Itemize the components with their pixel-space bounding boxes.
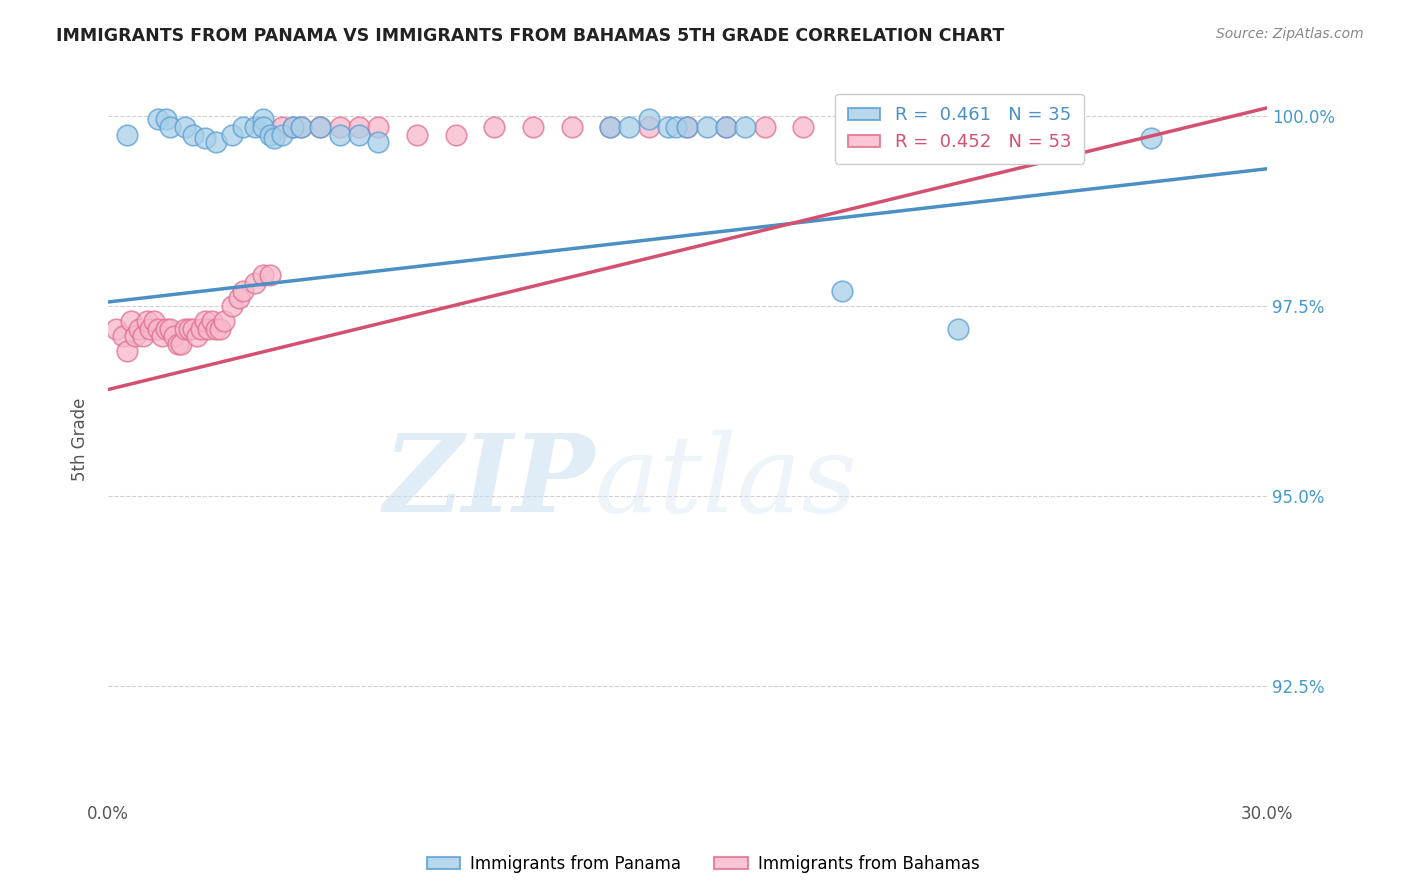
Point bbox=[696, 120, 718, 134]
Point bbox=[676, 120, 699, 134]
Point bbox=[444, 128, 467, 142]
Point bbox=[243, 120, 266, 134]
Point bbox=[263, 131, 285, 145]
Point bbox=[139, 321, 162, 335]
Text: IMMIGRANTS FROM PANAMA VS IMMIGRANTS FROM BAHAMAS 5TH GRADE CORRELATION CHART: IMMIGRANTS FROM PANAMA VS IMMIGRANTS FRO… bbox=[56, 27, 1004, 45]
Point bbox=[657, 120, 679, 134]
Point bbox=[150, 329, 173, 343]
Point bbox=[163, 329, 186, 343]
Point bbox=[228, 291, 250, 305]
Point bbox=[221, 128, 243, 142]
Point bbox=[205, 321, 228, 335]
Point bbox=[329, 128, 352, 142]
Point bbox=[1140, 131, 1163, 145]
Point bbox=[201, 314, 224, 328]
Point bbox=[619, 120, 641, 134]
Text: Source: ZipAtlas.com: Source: ZipAtlas.com bbox=[1216, 27, 1364, 41]
Point bbox=[252, 120, 274, 134]
Point bbox=[637, 112, 659, 127]
Point bbox=[367, 135, 389, 149]
Point bbox=[221, 299, 243, 313]
Point bbox=[132, 329, 155, 343]
Point bbox=[714, 120, 737, 134]
Point bbox=[252, 112, 274, 127]
Point bbox=[309, 120, 332, 134]
Point bbox=[283, 120, 305, 134]
Point bbox=[112, 329, 135, 343]
Point bbox=[104, 321, 127, 335]
Point bbox=[232, 284, 254, 298]
Point bbox=[665, 120, 688, 134]
Point bbox=[166, 337, 188, 351]
Point bbox=[754, 120, 776, 134]
Point bbox=[599, 120, 621, 134]
Point bbox=[155, 321, 177, 335]
Point bbox=[232, 120, 254, 134]
Point bbox=[347, 120, 370, 134]
Point bbox=[259, 268, 281, 283]
Point bbox=[367, 120, 389, 134]
Text: ZIP: ZIP bbox=[384, 429, 595, 535]
Point bbox=[193, 131, 215, 145]
Point bbox=[179, 321, 201, 335]
Point bbox=[148, 112, 170, 127]
Point bbox=[329, 120, 352, 134]
Y-axis label: 5th Grade: 5th Grade bbox=[72, 397, 89, 481]
Point bbox=[170, 337, 193, 351]
Point bbox=[290, 120, 312, 134]
Point bbox=[205, 135, 228, 149]
Point bbox=[208, 321, 231, 335]
Point bbox=[522, 120, 544, 134]
Point bbox=[181, 128, 204, 142]
Point bbox=[792, 120, 814, 134]
Point bbox=[676, 120, 699, 134]
Point bbox=[124, 329, 146, 343]
Point bbox=[135, 314, 157, 328]
Point bbox=[197, 321, 219, 335]
Point bbox=[637, 120, 659, 134]
Point bbox=[946, 321, 969, 335]
Point bbox=[174, 321, 197, 335]
Point bbox=[946, 120, 969, 134]
Point bbox=[252, 268, 274, 283]
Point bbox=[148, 321, 170, 335]
Point bbox=[159, 321, 181, 335]
Point bbox=[193, 314, 215, 328]
Point bbox=[270, 120, 292, 134]
Point bbox=[714, 120, 737, 134]
Point bbox=[270, 128, 292, 142]
Point bbox=[484, 120, 506, 134]
Point bbox=[831, 284, 853, 298]
Point bbox=[155, 112, 177, 127]
Text: atlas: atlas bbox=[595, 430, 858, 535]
Legend: Immigrants from Panama, Immigrants from Bahamas: Immigrants from Panama, Immigrants from … bbox=[420, 848, 986, 880]
Point bbox=[212, 314, 235, 328]
Point bbox=[117, 344, 139, 359]
Legend: R =  0.461   N = 35, R =  0.452   N = 53: R = 0.461 N = 35, R = 0.452 N = 53 bbox=[835, 94, 1084, 164]
Point bbox=[190, 321, 212, 335]
Point bbox=[143, 314, 166, 328]
Point bbox=[117, 128, 139, 142]
Point bbox=[309, 120, 332, 134]
Point bbox=[347, 128, 370, 142]
Point bbox=[406, 128, 429, 142]
Point bbox=[174, 120, 197, 134]
Point bbox=[599, 120, 621, 134]
Point bbox=[259, 128, 281, 142]
Point bbox=[120, 314, 142, 328]
Point bbox=[283, 120, 305, 134]
Point bbox=[186, 329, 208, 343]
Point bbox=[181, 321, 204, 335]
Point bbox=[734, 120, 756, 134]
Point bbox=[290, 120, 312, 134]
Point bbox=[243, 276, 266, 290]
Point bbox=[159, 120, 181, 134]
Point bbox=[128, 321, 150, 335]
Point bbox=[561, 120, 583, 134]
